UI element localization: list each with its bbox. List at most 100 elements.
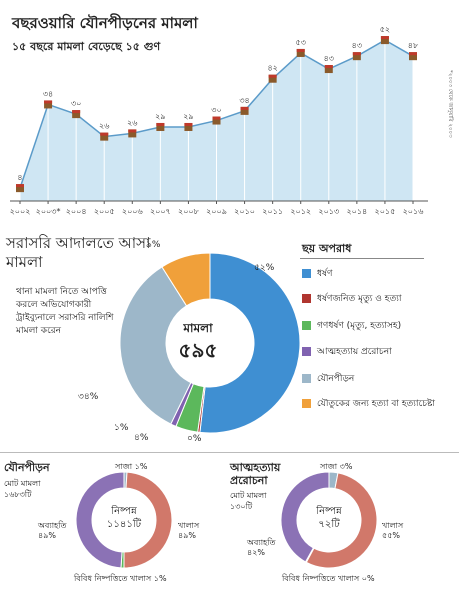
donut-slice	[280, 471, 330, 563]
data-point	[268, 74, 277, 83]
legend-swatch	[302, 347, 311, 356]
x-tick-label: ২০১২	[290, 207, 311, 216]
suicide-outcome-donut	[280, 471, 378, 569]
pct-label-suicide: ১%	[114, 423, 129, 433]
data-label: ৪	[17, 173, 22, 182]
harassment-title: যৌনপীড়ন	[4, 461, 50, 474]
data-point	[16, 184, 24, 193]
data-label: ৫৩	[296, 38, 306, 47]
crime-share-donut	[120, 252, 300, 434]
data-point-cap	[100, 132, 109, 136]
data-point-cap	[296, 48, 305, 52]
harassment-outcome-donut	[75, 471, 173, 569]
data-point-cap	[324, 65, 333, 69]
side-note: থানা মামলা নিতে আপত্তি করলে অভিযোগকারী ট…	[16, 287, 114, 336]
pct-label-gang-rape: ৪%	[134, 433, 149, 443]
suicide-label-acquittal: খালাস ৫৫%	[382, 521, 403, 541]
section-title: সরাসরি আদালতে আসা মামলা	[6, 234, 151, 271]
pct-label-dowry: ৯%	[146, 240, 161, 250]
slice-label: সাজা	[320, 462, 338, 471]
data-point-cap	[184, 122, 193, 126]
data-point-cap	[409, 52, 417, 56]
data-label: ৩৪	[239, 96, 249, 105]
data-label: ৪৩	[352, 41, 362, 50]
donut-slice	[305, 472, 378, 569]
yearly-cases-area-chart: ৪ ২০০২ ৩৪ ২০০৩* ৩০ ২০০৪ ২৬ ২০০৫ ২৬ ২০০৬ ২৯ ২০০৭ ২৯ ২০…	[10, 25, 428, 216]
section-divider	[0, 452, 459, 453]
x-tick-label: ২০১১	[262, 207, 283, 216]
legend-item-rape: ধর্ষণ	[302, 268, 452, 280]
data-label: ৪৩	[324, 54, 334, 63]
data-point-cap	[380, 36, 389, 40]
suicide-total-value: ১৩০টি	[230, 502, 253, 511]
legend-swatch	[302, 294, 311, 303]
donut-center-value: ৫৯৫	[178, 338, 218, 362]
data-point	[240, 106, 249, 115]
slice-label: অব্যাহতি	[38, 521, 67, 530]
legend-label: যৌনপীড়ন	[317, 374, 355, 384]
data-point-cap	[268, 74, 277, 78]
data-point	[72, 110, 81, 119]
pct-label-harassment: ৩৪%	[78, 392, 99, 402]
source-note: *২০০৩ থেকে জানুয়ারি ২০০৩	[447, 70, 453, 138]
slice-pct: ১%	[134, 462, 148, 471]
data-point-cap	[240, 106, 249, 110]
chart-subtitle: ১৫ বছরে মামলা বেড়েছে ১৫ গুণ	[12, 40, 161, 53]
x-tick-label: ২০১৩	[318, 207, 339, 216]
donut-slice	[75, 471, 125, 569]
data-label: ২৯	[155, 112, 165, 121]
data-point	[128, 129, 137, 138]
harassment-total-label: মোট মামলা	[4, 479, 41, 488]
data-point-cap	[156, 122, 165, 126]
legend-label: ধর্ষণজনিত মৃত্যু ও হত্যা	[317, 294, 402, 304]
slice-pct: ৪২%	[247, 548, 265, 557]
harassment-center-line1: নিষ্পন্ন	[111, 506, 137, 517]
slice-pct: ০%	[361, 574, 375, 583]
data-label: ৩০	[71, 99, 81, 108]
donut-center-caption: মামলা	[183, 321, 213, 335]
harassment-total-value: ১৬৮৩টি	[4, 490, 32, 499]
data-point	[184, 122, 193, 131]
pct-label-rape: ৫২%	[254, 263, 275, 273]
slice-label: খালাস	[382, 521, 404, 530]
slice-label: খালাস	[178, 521, 200, 530]
data-label: ২৬	[99, 122, 109, 131]
pct-label-rape-death: ০%	[187, 434, 202, 444]
donut-slice	[123, 471, 173, 569]
x-tick-label: ২০০২	[10, 207, 31, 216]
data-label: ৪৮	[408, 41, 419, 50]
x-tick-label: ২০০৯	[206, 207, 227, 216]
data-point	[44, 100, 53, 109]
data-point	[100, 132, 109, 141]
data-point	[352, 52, 361, 61]
suicide-label-sentence: সাজা ৩%	[320, 462, 352, 472]
data-point	[324, 65, 333, 74]
legend-label: যৌতুকের জন্য হত্যা বা হত্যাচেষ্টা	[317, 399, 436, 409]
legend-title: ছয় অপরাধ	[302, 242, 352, 255]
legend-swatch	[302, 321, 311, 330]
x-tick-label: ২০১৫	[375, 207, 396, 216]
slice-label: অব্যাহতি	[247, 538, 276, 547]
suicide-center-line2: ৭২টি	[318, 519, 340, 530]
data-point-cap	[44, 100, 53, 104]
suicide-label-discharge: অব্যাহতি ৪২%	[247, 538, 276, 558]
data-point-cap	[72, 110, 81, 114]
suicide-total-label: মোট মামলা	[230, 491, 267, 500]
suicide-center-line1: নিষ্পন্ন	[316, 506, 342, 517]
x-tick-label: ২০০৫	[94, 207, 115, 216]
data-label: ৩৪	[43, 89, 53, 98]
suicide-title: আত্মহত্যায় প্ররোচনা	[230, 461, 281, 487]
data-label: ২৬	[127, 118, 137, 127]
harassment-label-discharge: অব্যাহতি ৪৯%	[38, 521, 67, 541]
x-tick-label: ২০১৬	[403, 207, 424, 216]
data-point	[156, 122, 165, 131]
data-label: ৫২	[380, 25, 390, 34]
legend-swatch	[302, 374, 311, 383]
data-point-cap	[212, 116, 221, 120]
legend-divider	[300, 258, 424, 259]
harassment-label-acquittal: খালাস ৪৯%	[178, 521, 199, 541]
legend-label: ধর্ষণ	[317, 269, 333, 279]
x-tick-label: ২০০৩*	[36, 207, 61, 216]
x-tick-label: ২০০৬	[122, 207, 143, 216]
